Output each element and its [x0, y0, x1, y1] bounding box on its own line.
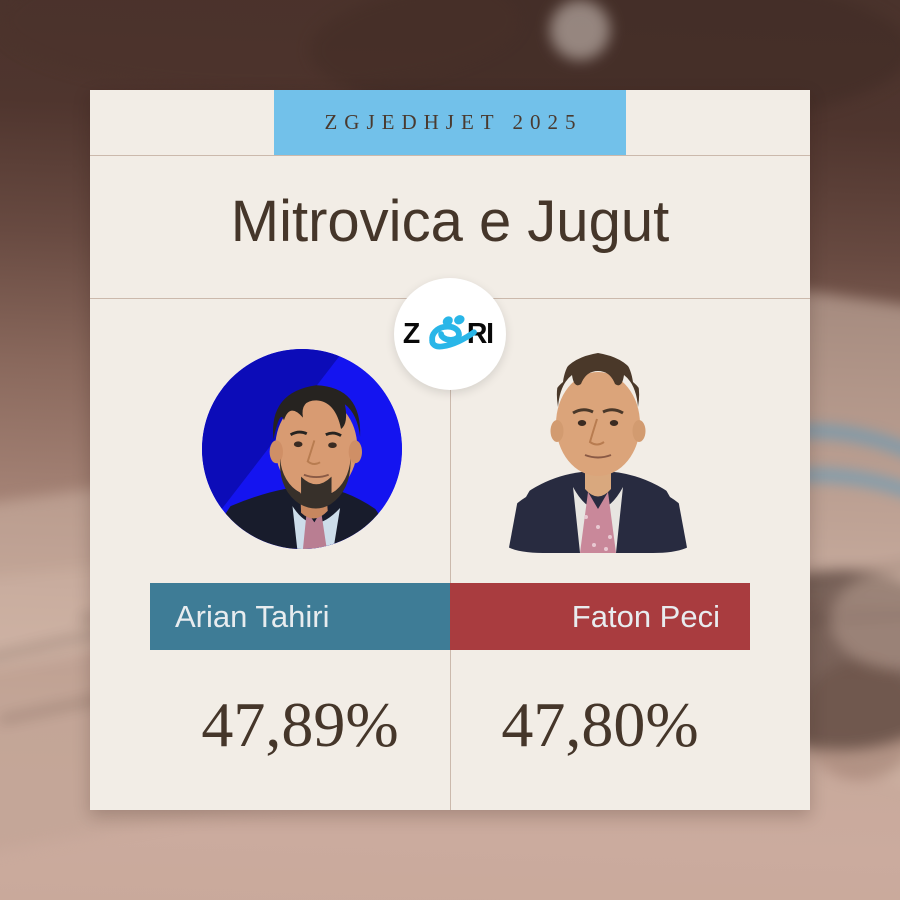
svg-text:Z: Z — [403, 318, 420, 350]
